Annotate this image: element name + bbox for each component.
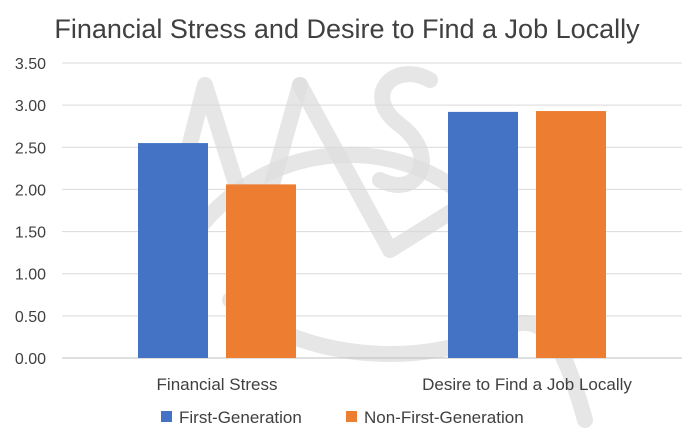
- y-tick-label: 3.00: [15, 98, 46, 115]
- watermark-logo: [142, 66, 593, 428]
- x-axis-labels: Financial Stress Desire to Find a Job Loc…: [157, 375, 633, 394]
- bars: [138, 111, 606, 359]
- y-tick-label: 0.50: [15, 309, 46, 326]
- legend-label: First-Generation: [179, 408, 302, 427]
- y-tick-label: 3.50: [15, 56, 46, 73]
- legend-swatch: [161, 411, 172, 422]
- y-tick-label: 2.50: [15, 140, 46, 157]
- bar-first-generation: [138, 143, 208, 358]
- y-tick-label: 2.00: [15, 182, 46, 199]
- bar-non-first-generation: [536, 111, 606, 359]
- bar-first-generation: [448, 111, 518, 358]
- x-category-label: Desire to Find a Job Locally: [422, 375, 632, 394]
- legend-swatch: [346, 411, 357, 422]
- y-tick-label: 1.50: [15, 225, 46, 242]
- y-axis-ticks: 0.00 0.50 1.00 1.50 2.00 2.50 3.00 3.50: [15, 56, 46, 368]
- y-tick-label: 0.00: [15, 351, 46, 368]
- bar-non-first-generation: [226, 184, 296, 358]
- y-tick-label: 1.00: [15, 267, 46, 284]
- x-category-label: Financial Stress: [157, 375, 278, 394]
- legend-label: Non-First-Generation: [364, 408, 524, 427]
- legend: First-Generation Non-First-Generation: [161, 408, 524, 427]
- chart-title: Financial Stress and Desire to Find a Jo…: [54, 14, 640, 44]
